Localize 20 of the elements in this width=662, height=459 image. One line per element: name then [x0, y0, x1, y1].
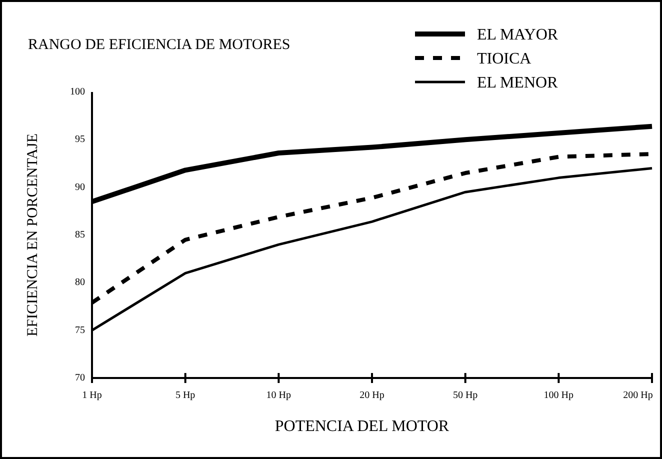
x-tick-label: 50 Hp [452, 390, 478, 401]
x-tick-label: 200 Hp [623, 390, 653, 401]
legend-label: TIOICA [477, 50, 532, 68]
x-tick-label: 5 Hp [175, 390, 196, 401]
x-tick-label: 10 Hp [266, 390, 292, 401]
x-tick-label: 1 Hp [82, 390, 102, 401]
y-tick-label: 90 [75, 182, 85, 193]
legend-label: EL MENOR [477, 74, 558, 92]
y-tick-label: 80 [75, 277, 85, 288]
y-tick-label: 85 [75, 230, 85, 240]
y-tick-label: 70 [75, 372, 85, 384]
chart-title: RANGO DE EFICIENCIA DE MOTORES [28, 37, 290, 53]
y-tick-label: 100 [70, 86, 85, 98]
y-tick-label: 95 [75, 134, 85, 146]
legend-label: EL MAYOR [477, 26, 558, 44]
y-axis-title: EFICIENCIA EN PORCENTAJE [25, 134, 41, 336]
y-tick-label: 75 [75, 324, 85, 336]
x-tick-label: 100 Hp [544, 390, 574, 401]
x-tick-label: 20 Hp [360, 390, 384, 401]
x-axis-title: POTENCIA DEL MOTOR [274, 418, 450, 435]
